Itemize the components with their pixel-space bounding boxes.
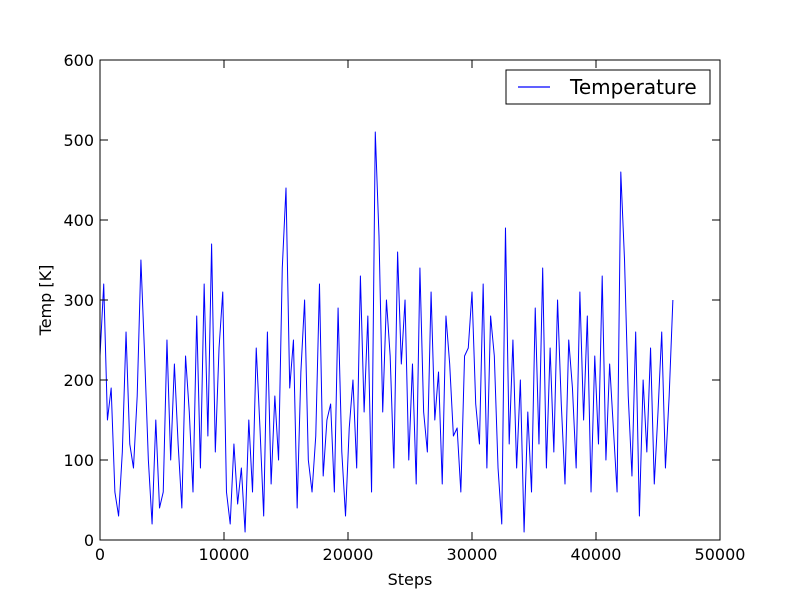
y-tick-label: 500 bbox=[63, 131, 94, 150]
y-axis-title: Temp [K] bbox=[36, 265, 55, 337]
x-tick-label: 10000 bbox=[199, 545, 250, 564]
y-tick-label: 400 bbox=[63, 211, 94, 230]
tick-layer: 0 10000 20000 30000 40000 50000 0 100 200 300 400 5… bbox=[63, 51, 745, 564]
plot-area-background bbox=[100, 60, 720, 540]
series-line-temperature bbox=[99, 131, 674, 533]
y-tick-label: 0 bbox=[84, 531, 94, 550]
x-tick-label: 0 bbox=[95, 545, 105, 564]
legend: Temperature bbox=[505, 69, 711, 105]
x-tick-label: 20000 bbox=[323, 545, 374, 564]
x-tick-label: 30000 bbox=[447, 545, 498, 564]
y-tick-label: 300 bbox=[63, 291, 94, 310]
x-axis-title: Steps bbox=[388, 570, 433, 589]
y-tick-label: 200 bbox=[63, 371, 94, 390]
plot-area-frame bbox=[99, 59, 721, 541]
y-tick-label: 100 bbox=[63, 451, 94, 470]
x-tick-label: 40000 bbox=[571, 545, 622, 564]
series-layer bbox=[99, 131, 674, 533]
legend-label: Temperature bbox=[569, 75, 697, 99]
y-tick-label: 600 bbox=[63, 51, 94, 70]
x-tick-label: 50000 bbox=[695, 545, 746, 564]
